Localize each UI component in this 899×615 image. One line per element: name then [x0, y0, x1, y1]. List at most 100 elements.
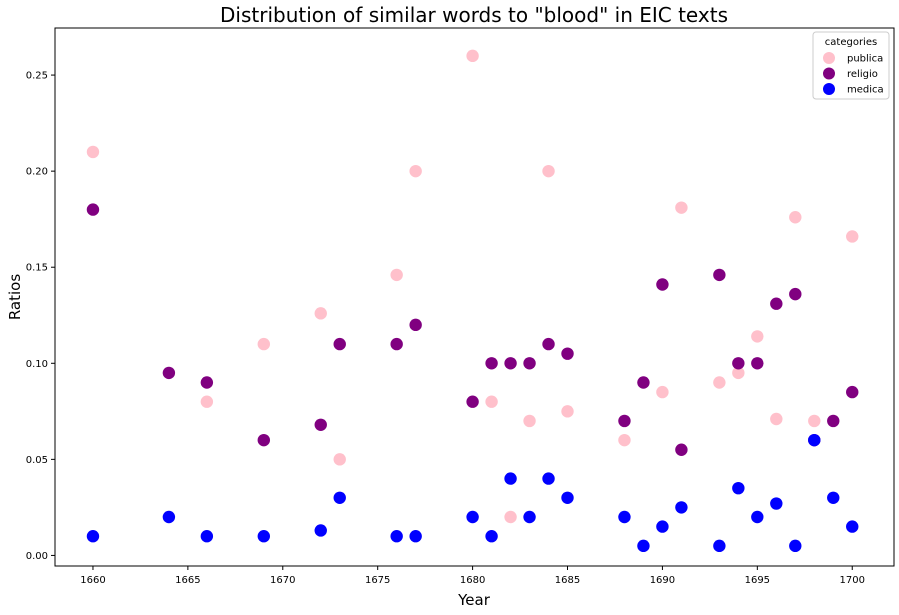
x-tick-label: 1690 — [650, 575, 675, 586]
publica-point — [86, 145, 100, 159]
medica-point — [675, 501, 688, 514]
publica-point — [409, 164, 422, 178]
religio-point — [637, 376, 650, 389]
x-tick-label: 1660 — [80, 575, 105, 586]
religio-point — [257, 433, 271, 447]
religio-point — [751, 357, 764, 370]
religio-point — [656, 278, 669, 291]
medica-point — [618, 510, 631, 524]
religio-point — [314, 418, 327, 431]
religio-point — [162, 366, 176, 380]
legend-label-medica: medica — [847, 85, 884, 96]
medica-point — [846, 520, 859, 533]
religio-point — [732, 357, 745, 370]
legend-label-publica: publica — [847, 54, 883, 65]
medica-point — [656, 520, 669, 533]
religio-point — [409, 318, 422, 332]
medica-point — [390, 530, 403, 543]
medica-point — [542, 472, 555, 485]
medica-point — [86, 530, 100, 543]
religio-point — [618, 414, 631, 428]
y-axis: 0.00 0.05 0.10 0.15 0.20 0.25 — [26, 71, 55, 562]
publica-point — [504, 510, 517, 524]
religio-point — [561, 347, 574, 360]
y-tick-label: 0.15 — [26, 263, 48, 274]
publica-point — [561, 405, 574, 418]
legend-label-religio: religio — [847, 69, 878, 80]
chart-title: Distribution of similar words to "blood"… — [220, 3, 728, 27]
y-tick-label: 0.20 — [26, 167, 48, 178]
legend-marker-medica — [823, 83, 835, 95]
publica-point — [542, 164, 555, 178]
x-tick-label: 1695 — [745, 575, 770, 586]
medica-point — [637, 539, 650, 553]
religio-point — [542, 337, 555, 351]
publica-point — [257, 337, 271, 351]
y-tick-label: 0.10 — [26, 359, 48, 370]
religio-point — [466, 395, 479, 408]
medica-point — [409, 530, 422, 543]
medica-point — [751, 510, 764, 524]
religio-point — [200, 376, 214, 389]
religio-point — [485, 357, 498, 370]
medica-point — [333, 491, 346, 504]
series-religio — [86, 203, 859, 456]
medica-point — [200, 530, 214, 543]
medica-point — [162, 510, 176, 524]
religio-point — [789, 287, 802, 301]
medica-point — [466, 510, 479, 524]
publica-point — [485, 395, 498, 408]
y-tick-label: 0.00 — [26, 551, 48, 562]
legend-marker-publica — [823, 52, 835, 64]
legend-title: categories — [825, 37, 877, 48]
publica-point — [732, 366, 745, 380]
religio-point — [333, 337, 346, 351]
religio-point — [86, 203, 100, 216]
medica-point — [314, 524, 327, 537]
religio-point — [675, 443, 688, 456]
religio-point — [713, 268, 726, 282]
publica-point — [846, 230, 859, 243]
x-tick-label: 1670 — [270, 575, 295, 586]
plot-frame — [54, 27, 895, 567]
x-tick-label: 1680 — [460, 575, 485, 586]
religio-point — [390, 337, 403, 351]
legend-marker-religio — [823, 67, 835, 80]
religio-point — [827, 414, 840, 428]
publica-point — [314, 307, 327, 320]
medica-point — [827, 491, 840, 504]
publica-point — [770, 412, 783, 426]
publica-point — [789, 211, 802, 224]
y-tick-label: 0.05 — [26, 455, 48, 466]
publica-point — [523, 414, 536, 428]
publica-point — [656, 385, 669, 399]
medica-point — [561, 491, 574, 504]
series-medica — [86, 433, 859, 553]
x-tick-label: 1665 — [175, 575, 200, 586]
religio-point — [846, 385, 859, 399]
publica-point — [466, 49, 479, 63]
religio-point — [770, 297, 783, 310]
x-tick-label: 1675 — [365, 575, 390, 586]
publica-point — [200, 395, 214, 408]
publica-point — [751, 330, 764, 343]
x-tick-label: 1685 — [555, 575, 580, 586]
publica-point — [390, 268, 403, 282]
x-tick-label: 1700 — [840, 575, 865, 586]
religio-point — [523, 357, 536, 370]
publica-point — [808, 414, 821, 428]
medica-point — [808, 433, 821, 447]
religio-point — [504, 357, 517, 370]
publica-point — [618, 433, 631, 447]
medica-point — [257, 530, 271, 543]
medica-point — [789, 539, 802, 553]
medica-point — [732, 481, 745, 495]
legend-box — [812, 31, 890, 100]
publica-point — [713, 376, 726, 389]
medica-point — [523, 510, 536, 524]
y-axis-label: Ratios — [6, 274, 24, 321]
x-axis-label: Year — [457, 591, 491, 609]
legend: categories publica religio medica — [812, 31, 890, 100]
series-publica — [86, 49, 859, 524]
